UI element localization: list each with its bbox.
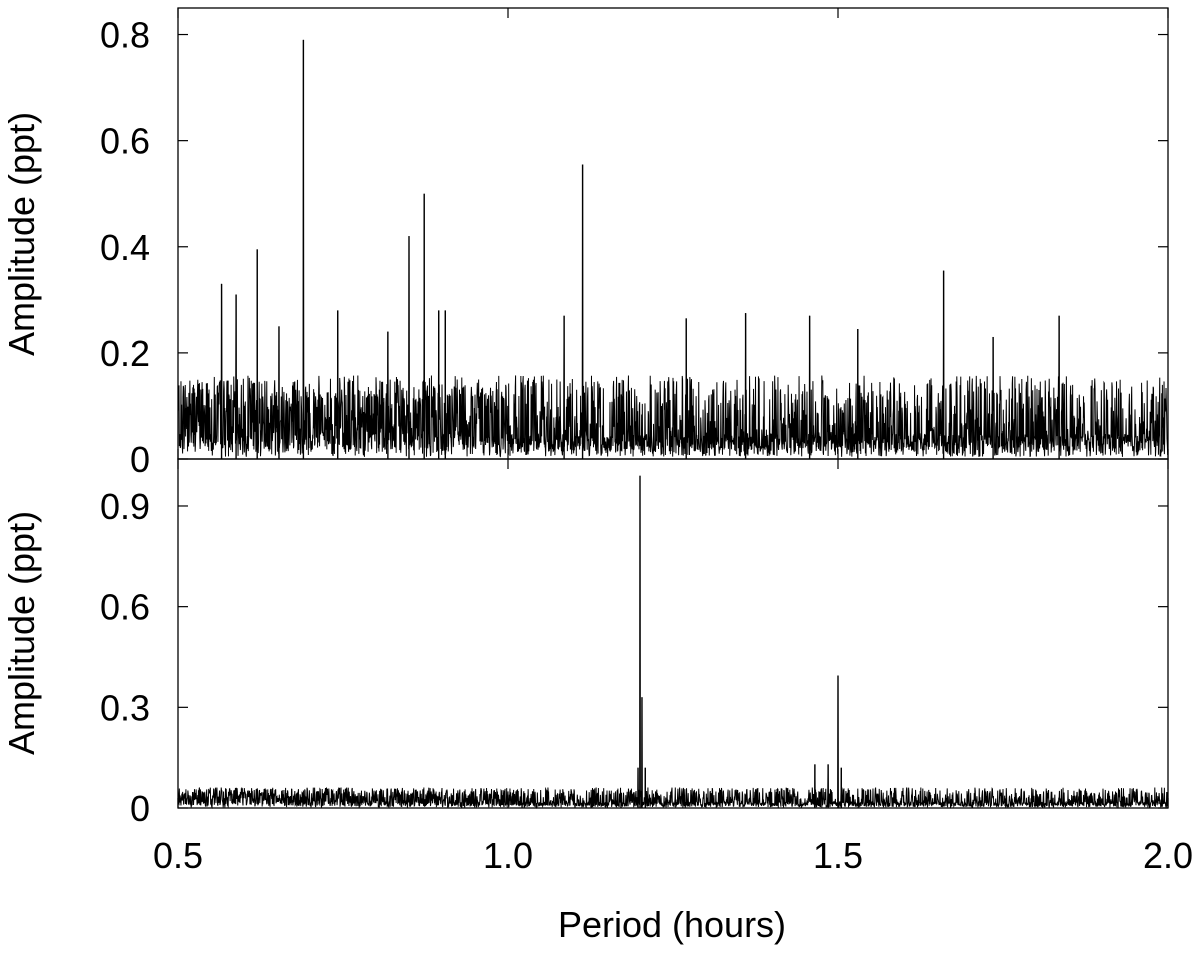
bottom-y-tick-label: 0.9 — [100, 486, 150, 527]
top-y-tick-label: 0.4 — [100, 227, 150, 268]
top-series-line — [177, 39, 1169, 458]
x-tick-label: 0.5 — [153, 835, 203, 876]
x-tick-label: 1.0 — [483, 835, 533, 876]
x-tick-label: 1.5 — [813, 835, 863, 876]
top-y-axis-title: Amplitude (ppt) — [1, 112, 42, 356]
bottom-y-axis-title: Amplitude (ppt) — [1, 511, 42, 755]
bottom-y-tick-label: 0 — [130, 788, 150, 829]
bottom-y-tick-label: 0.3 — [100, 687, 150, 728]
top-y-tick-label: 0.2 — [100, 333, 150, 374]
x-tick-label: 2.0 — [1143, 835, 1193, 876]
bottom-series-line — [177, 475, 1169, 810]
top-y-tick-label: 0.6 — [100, 121, 150, 162]
top-panel: Amplitude (ppt) 0 0.2 0.4 0.6 0.8 — [1, 7, 1169, 480]
bottom-panel: Amplitude (ppt) 0 0.3 0.6 0.9 0.5 1.0 1.5 2.0 — [1, 458, 1193, 876]
bottom-plot-frame — [177, 458, 1169, 809]
top-y-tick-label: 0 — [130, 439, 150, 480]
top-y-tick-label: 0.8 — [100, 15, 150, 56]
x-axis-title: Period (hours) — [558, 904, 786, 945]
bottom-y-tick-label: 0.6 — [100, 587, 150, 628]
